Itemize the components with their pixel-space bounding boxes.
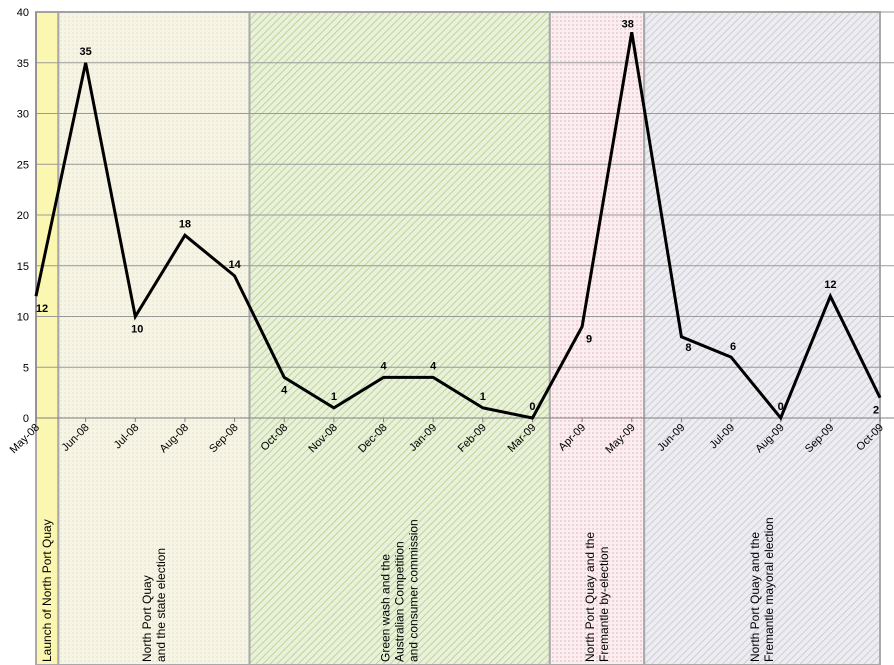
period-label-5: North Port Quay and the [748,532,762,662]
series-line-path [34,32,882,421]
data-label: 8 [685,342,691,354]
y-tick-label: 30 [17,109,29,121]
data-label: 0 [778,401,784,413]
y-tick-label: 25 [17,159,29,171]
period-band-2 [57,11,251,665]
y-tick-label: 10 [17,312,29,324]
y-tick-label: 20 [17,210,29,222]
data-label: 6 [730,341,736,353]
data-label: 9 [586,334,592,346]
gridlines [36,11,894,419]
period-label-3: Australian Competition [393,541,407,662]
y-tick-label: 40 [17,7,29,19]
data-label: 14 [228,259,241,271]
data-label: 1 [480,391,486,403]
y-tick-label: 5 [23,362,29,374]
y-tick-label: 35 [17,58,29,70]
data-label: 35 [80,46,92,58]
period-label-4: Fremantle by-election [597,547,611,662]
series-line [34,32,882,421]
data-label: 12 [824,279,836,291]
period-label-4: North Port Quay and the [583,532,597,662]
period-label-5: Fremantle mayoral election [762,517,776,662]
period-label-1: Launch of North Port Quay [40,519,54,662]
data-label: 4 [281,384,288,396]
period-label-3: Green wash and the [379,554,393,662]
axes [35,12,894,422]
period-label-3: and consumer commission [407,519,421,662]
period-label-2: and the state election [154,548,168,662]
data-label: 4 [430,360,437,372]
y-tick-label: 15 [17,261,29,273]
period-bands [35,11,881,665]
period-labels: Launch of North Port Quay North Port Quay… [40,517,776,662]
period-label-2: North Port Quay [140,575,154,662]
period-band-4 [548,11,646,665]
data-label: 0 [529,401,535,413]
data-label: 10 [131,324,143,336]
data-label: 18 [179,218,191,230]
data-label: 1 [331,391,337,403]
data-label: 12 [36,303,48,315]
y-tick-label: 0 [23,413,29,425]
data-label: 4 [380,360,387,372]
data-label: 38 [622,18,634,30]
data-label: 2 [873,405,879,417]
